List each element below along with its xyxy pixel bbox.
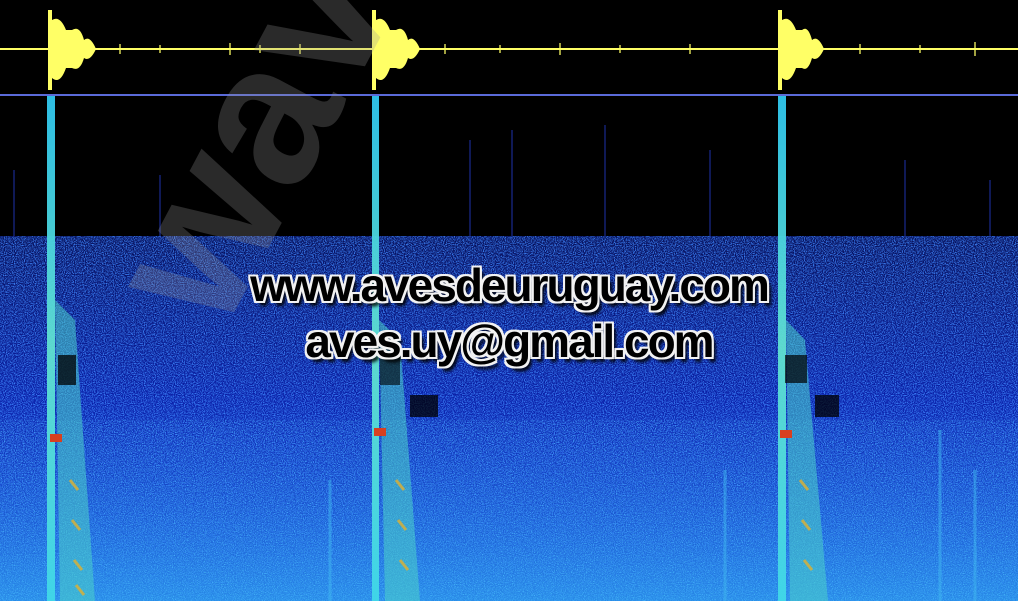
call-column-1 — [47, 95, 95, 601]
call-column-2 — [372, 95, 438, 601]
email-watermark: aves.uy@gmail.com — [305, 315, 714, 367]
call-column-3 — [778, 95, 839, 601]
website-watermark: www.avesdeuruguay.com — [250, 259, 770, 311]
waveform — [0, 10, 1018, 90]
